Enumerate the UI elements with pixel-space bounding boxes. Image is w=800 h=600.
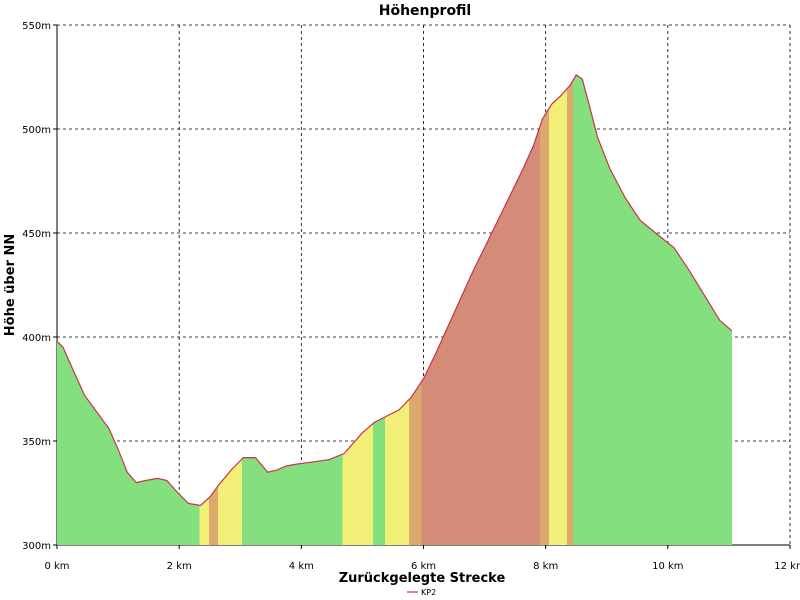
elevation-area <box>57 74 732 546</box>
x-tick-label: 4 km <box>289 561 314 572</box>
x-tick-label: 12 km <box>774 561 800 572</box>
legend-label-kp2: KP2 <box>421 588 436 597</box>
x-tick-label: 0 km <box>44 561 69 572</box>
x-axis-label: Zurückgelegte Strecke <box>339 571 506 586</box>
y-tick-label: 500m <box>22 125 51 136</box>
y-tick-label: 550m <box>22 21 51 32</box>
x-tick-label: 10 km <box>652 561 683 572</box>
elevation-line <box>56 74 733 507</box>
x-tick-label: 6 km <box>411 561 436 572</box>
chart-title: Höhenprofil <box>379 3 471 19</box>
legend: KP2 <box>407 588 436 597</box>
y-tick-label: 350m <box>22 437 51 448</box>
y-tick-label: 300m <box>22 541 51 552</box>
y-axis-ticks: 300m 350m 400m 450m 500m 550m <box>22 21 57 552</box>
x-tick-label: 8 km <box>533 561 558 572</box>
x-axis-ticks: 0 km 2 km 4 km 6 km 8 km 10 km 12 km <box>44 545 800 572</box>
x-tick-label: 2 km <box>167 561 192 572</box>
y-tick-label: 400m <box>22 333 51 344</box>
y-axis-label: Höhe über NN <box>3 234 18 336</box>
y-tick-label: 450m <box>22 229 51 240</box>
